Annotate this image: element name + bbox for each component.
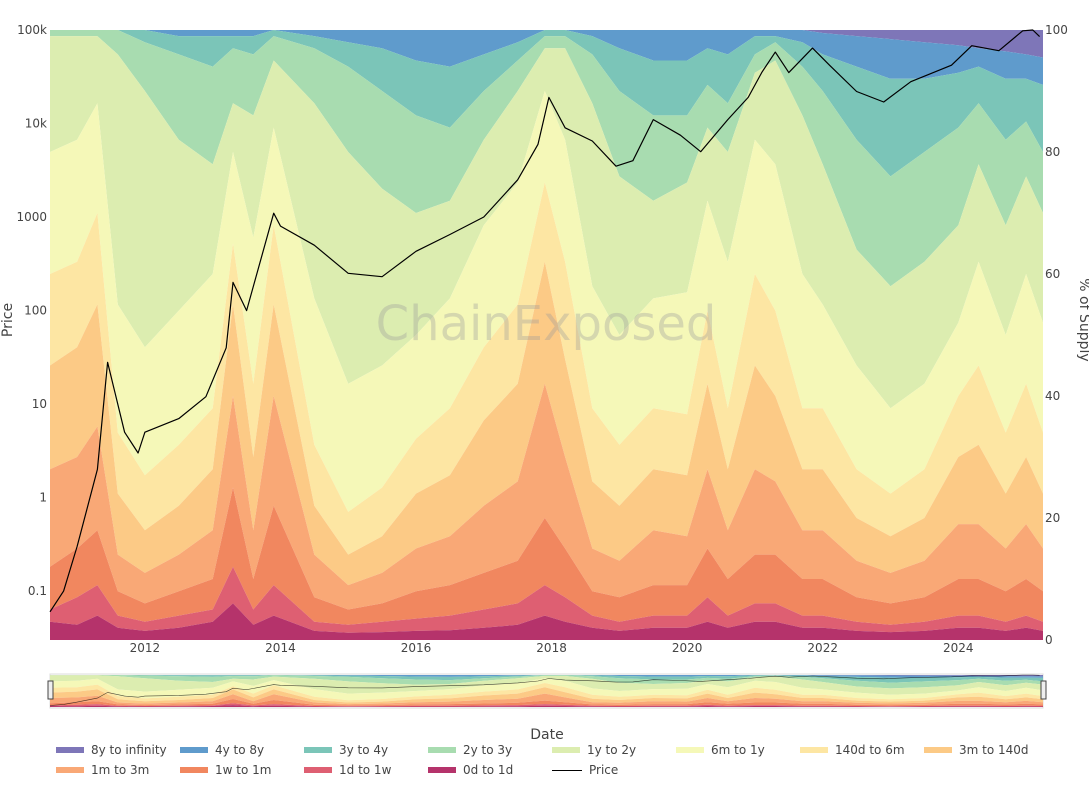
legend-item-1w-to-1m[interactable]: 1w to 1m xyxy=(180,762,304,778)
legend-item-1m-to-3m[interactable]: 1m to 3m xyxy=(56,762,180,778)
supply-axis-ticks: 0 20 40 60 80 100 xyxy=(1045,23,1068,647)
x-tick-label: 2016 xyxy=(401,641,432,655)
price-line xyxy=(49,29,1041,613)
range-slider-left-handle[interactable] xyxy=(47,680,54,700)
legend-swatch xyxy=(180,747,208,753)
mini-area-3m-to-140d xyxy=(50,687,1043,705)
range-slider-right-handle[interactable] xyxy=(1040,680,1047,700)
legend-label: 1m to 3m xyxy=(91,763,150,777)
legend-label: 1w to 1m xyxy=(215,763,272,777)
legend-line-swatch xyxy=(552,769,582,771)
range-slider-areas xyxy=(49,674,1043,707)
area-4y-to-8y xyxy=(50,30,1043,85)
price-tick-label: 0.1 xyxy=(28,584,47,598)
x-axis-ticks: 2012 2014 2016 2018 2020 2022 2024 xyxy=(130,641,974,655)
area-0d-to-1d xyxy=(50,603,1043,640)
area-1d-to-1w xyxy=(50,566,1043,633)
legend-swatch xyxy=(552,747,580,753)
area-3m-to-140d xyxy=(50,261,1043,586)
legend-label: 0d to 1d xyxy=(463,763,514,777)
x-axis-title: Date xyxy=(530,727,563,743)
legend-item-3y-to-4y[interactable]: 3y to 4y xyxy=(304,742,428,758)
legend-swatch xyxy=(428,747,456,753)
x-tick-label: 2012 xyxy=(130,641,161,655)
x-tick-label: 2020 xyxy=(672,641,703,655)
legend-item-0d-to-1d[interactable]: 0d to 1d xyxy=(428,762,552,778)
legend-item-1y-to-2y[interactable]: 1y to 2y xyxy=(552,742,676,758)
legend-label: 1d to 1w xyxy=(339,763,392,777)
x-tick-label: 2024 xyxy=(943,641,974,655)
legend-swatch xyxy=(800,747,828,753)
price-axis-ticks: 0.1 1 10 100 1000 10k 100k xyxy=(16,23,47,598)
area-2y-to-3y xyxy=(50,30,1043,287)
legend-label: 3m to 140d xyxy=(959,743,1029,757)
legend-item-price[interactable]: Price xyxy=(552,762,676,778)
legend-item-1d-to-1w[interactable]: 1d to 1w xyxy=(304,762,428,778)
supply-tick-label: 60 xyxy=(1045,267,1060,281)
legend-label: 8y to infinity xyxy=(91,743,167,757)
legend-item-4y-to-8y[interactable]: 4y to 8y xyxy=(180,742,304,758)
legend-label: 3y to 4y xyxy=(339,743,389,757)
mini-area-1m-to-3m xyxy=(50,693,1043,706)
area-3y-to-4y xyxy=(50,30,1043,177)
legend-label: 4y to 8y xyxy=(215,743,265,757)
price-tick-label: 10 xyxy=(32,397,47,411)
legend-swatch xyxy=(304,767,332,773)
area-8y-to-infinity xyxy=(50,30,1043,58)
mini-area-1w-to-1m xyxy=(50,699,1043,707)
mini-area-2y-to-3y xyxy=(50,675,1043,689)
x-tick-label: 2018 xyxy=(536,641,567,655)
legend-item-6m-to-1y[interactable]: 6m to 1y xyxy=(676,742,800,758)
x-tick-label: 2014 xyxy=(265,641,296,655)
legend-label: 2y to 3y xyxy=(463,743,513,757)
area-1m-to-3m xyxy=(50,383,1043,610)
legend-swatch xyxy=(180,767,208,773)
legend-swatch xyxy=(304,747,332,753)
legend-swatch xyxy=(428,767,456,773)
legend-label: Price xyxy=(589,763,619,777)
supply-tick-label: 100 xyxy=(1045,23,1068,37)
legend-item-2y-to-3y[interactable]: 2y to 3y xyxy=(428,742,552,758)
legend-item-8y-to-infinity[interactable]: 8y to infinity xyxy=(56,742,180,758)
supply-tick-label: 80 xyxy=(1045,145,1060,159)
mini-area-3y-to-4y xyxy=(50,675,1043,683)
mini-area-1y-to-2y xyxy=(50,675,1043,695)
area-140d-to-6m xyxy=(50,182,1043,555)
legend-label: 6m to 1y xyxy=(711,743,765,757)
mini-area-8y-to-infinity xyxy=(50,675,1043,677)
area-1w-to-1m xyxy=(50,487,1043,625)
legend-swatch xyxy=(56,767,84,773)
price-tick-label: 10k xyxy=(25,117,47,131)
legend-swatch xyxy=(676,747,704,753)
legend-item-3m-to-140d[interactable]: 3m to 140d xyxy=(924,742,1048,758)
legend-label: 140d to 6m xyxy=(835,743,905,757)
legend-item-140d-to-6m[interactable]: 140d to 6m xyxy=(800,742,924,758)
price-tick-label: 1000 xyxy=(16,210,47,224)
mini-area-1d-to-1w xyxy=(50,703,1043,707)
price-tick-label: 100 xyxy=(24,304,47,318)
mini-price-line xyxy=(49,674,1040,706)
supply-tick-label: 0 xyxy=(1045,633,1053,647)
legend-label: 1y to 2y xyxy=(587,743,637,757)
chart-watermark: ChainExposed xyxy=(376,296,717,352)
mini-area-140d-to-6m xyxy=(50,683,1043,703)
supply-tick-label: 20 xyxy=(1045,511,1060,525)
chart-legend: 8y to infinity 4y to 8y 3y to 4y 2y to 3y 1y… xyxy=(56,742,1056,778)
mini-area-4y-to-8y xyxy=(50,675,1043,678)
price-axis-title: Price xyxy=(0,303,16,337)
price-tick-label: 1 xyxy=(39,491,47,505)
supply-tick-label: 40 xyxy=(1045,389,1060,403)
legend-swatch xyxy=(924,747,952,753)
price-layer xyxy=(49,29,1041,613)
price-tick-label: 100k xyxy=(17,23,47,37)
area-1y-to-2y xyxy=(50,36,1043,409)
x-tick-label: 2022 xyxy=(807,641,838,655)
mini-area-0d-to-1d xyxy=(50,705,1043,707)
supply-axis-title: % of Supply xyxy=(1076,278,1089,361)
main-plot-areas xyxy=(50,30,1043,640)
legend-swatch xyxy=(56,747,84,753)
